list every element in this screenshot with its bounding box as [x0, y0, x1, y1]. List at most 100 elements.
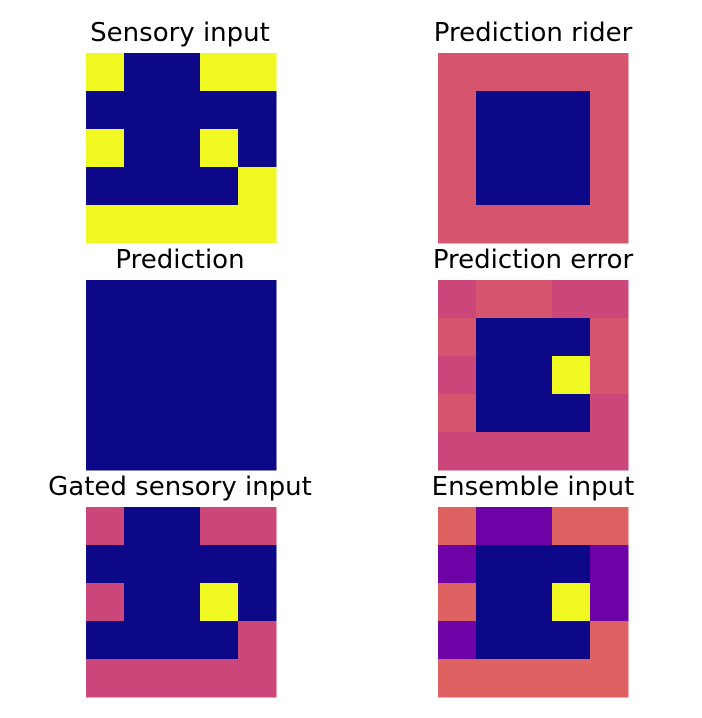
prediction-rider-cell [590, 167, 629, 206]
prediction-rider-cell [438, 205, 477, 244]
prediction-error-panel: Prediction error [433, 245, 633, 471]
gated-sensory-input-cell [124, 545, 163, 584]
gated-sensory-input-cell [238, 621, 277, 660]
prediction-cell [162, 432, 201, 471]
prediction-rider-title: Prediction rider [434, 18, 633, 48]
sensory-input-cell [86, 205, 125, 244]
ensemble-input-cell [552, 659, 591, 698]
gated-sensory-input-cell [162, 583, 201, 622]
ensemble-input-cell [438, 545, 477, 584]
prediction-rider-cell [514, 167, 553, 206]
prediction-rider-cell [438, 53, 477, 92]
prediction-error-cell [476, 394, 515, 433]
prediction-cell [124, 318, 163, 357]
prediction-cell [238, 432, 277, 471]
prediction-error-cell [438, 318, 477, 357]
ensemble-input-cell [590, 621, 629, 660]
ensemble-input-cell [476, 545, 515, 584]
prediction-rider-cell [514, 129, 553, 168]
sensory-input-cell [162, 53, 201, 92]
prediction-cell [200, 280, 239, 319]
sensory-input-cell [200, 91, 239, 130]
prediction-error-cell [590, 356, 629, 395]
prediction-rider-cell [590, 129, 629, 168]
prediction-cell [200, 394, 239, 433]
gated-sensory-input-cell [238, 507, 277, 546]
gated-sensory-input-cell [200, 583, 239, 622]
prediction-rider-cell [590, 53, 629, 92]
prediction-error-cell [514, 280, 553, 319]
gated-sensory-input-cell [124, 583, 163, 622]
sensory-input-cell [238, 167, 277, 206]
prediction-rider-cell [514, 205, 553, 244]
ensemble-input-cell [476, 583, 515, 622]
prediction-cell [86, 356, 125, 395]
ensemble-input-cell [552, 583, 591, 622]
gated-sensory-input-cell [124, 507, 163, 546]
prediction-error-cell [514, 394, 553, 433]
ensemble-input-title: Ensemble input [432, 472, 635, 502]
prediction-rider-cell [438, 91, 477, 130]
gated-sensory-input-cell [162, 659, 201, 698]
ensemble-input-cell [514, 659, 553, 698]
sensory-input-cell [238, 205, 277, 244]
prediction-cell [238, 280, 277, 319]
prediction-cell [162, 356, 201, 395]
prediction-error-cell [590, 318, 629, 357]
gated-sensory-input-cell [86, 583, 125, 622]
gated-sensory-input-cell [238, 659, 277, 698]
prediction-panel: Prediction [86, 245, 277, 471]
sensory-input-cell [124, 205, 163, 244]
ensemble-input-cell [476, 507, 515, 546]
prediction-cell [86, 318, 125, 357]
prediction-error-cell [552, 280, 591, 319]
prediction-rider-cell [476, 53, 515, 92]
prediction-error-cell [476, 318, 515, 357]
ensemble-input-cell [590, 545, 629, 584]
prediction-error-cell [552, 394, 591, 433]
ensemble-input-cell [438, 583, 477, 622]
prediction-error-cell [438, 394, 477, 433]
prediction-error-cell [438, 280, 477, 319]
ensemble-input-cell [552, 507, 591, 546]
prediction-cell [200, 318, 239, 357]
sensory-input-title: Sensory input [90, 18, 270, 48]
gated-sensory-input-title: Gated sensory input [48, 472, 312, 502]
gated-sensory-input-cell [86, 545, 125, 584]
prediction-error-cell [590, 394, 629, 433]
prediction-cell [162, 394, 201, 433]
prediction-rider-cell [476, 205, 515, 244]
prediction-error-cell [590, 280, 629, 319]
prediction-cell [238, 394, 277, 433]
ensemble-input-cell [438, 659, 477, 698]
prediction-cell [238, 356, 277, 395]
sensory-input-cell [86, 91, 125, 130]
ensemble-input-cell [552, 545, 591, 584]
prediction-error-cell [590, 432, 629, 471]
prediction-cell [86, 432, 125, 471]
ensemble-input-cell [438, 507, 477, 546]
gated-sensory-input-panel: Gated sensory input [48, 472, 312, 698]
gated-sensory-input-cell [238, 545, 277, 584]
ensemble-input-cell [552, 621, 591, 660]
prediction-error-cell [552, 356, 591, 395]
gated-sensory-input-cell [86, 621, 125, 660]
prediction-error-cell [514, 432, 553, 471]
sensory-input-cell [238, 129, 277, 168]
prediction-rider-cell [590, 205, 629, 244]
ensemble-input-panel: Ensemble input [432, 472, 635, 698]
prediction-rider-panel: Prediction rider [434, 18, 633, 244]
prediction-rider-cell [514, 91, 553, 130]
sensory-input-cell [124, 91, 163, 130]
sensory-input-cell [238, 53, 277, 92]
sensory-input-cell [200, 205, 239, 244]
sensory-input-cell [200, 167, 239, 206]
prediction-cell [124, 394, 163, 433]
gated-sensory-input-cell [124, 621, 163, 660]
gated-sensory-input-cell [86, 659, 125, 698]
prediction-error-cell [438, 432, 477, 471]
prediction-rider-cell [552, 167, 591, 206]
ensemble-input-cell [514, 621, 553, 660]
prediction-cell [162, 280, 201, 319]
gated-sensory-input-cell [200, 507, 239, 546]
